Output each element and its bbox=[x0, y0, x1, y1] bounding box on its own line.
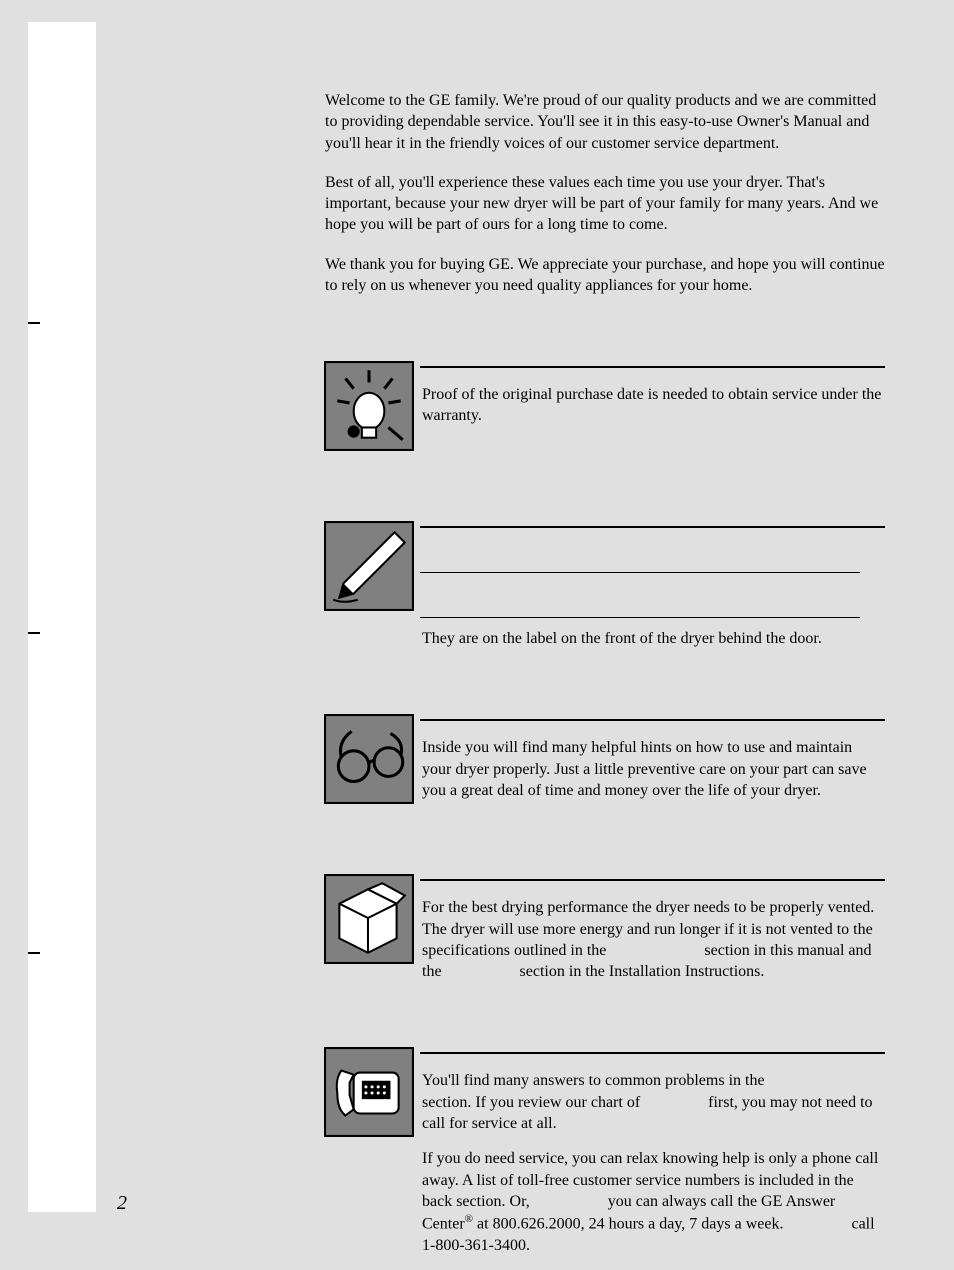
lightbulb-icon bbox=[323, 360, 415, 452]
telephone-icon bbox=[323, 1046, 415, 1138]
section-venting: For the best drying performance the drye… bbox=[325, 879, 885, 982]
main-content: Welcome to the GE family. We're proud of… bbox=[325, 90, 885, 1270]
section-rule bbox=[420, 526, 885, 528]
section-rule bbox=[420, 719, 885, 721]
section-body: Inside you will find many helpful hints … bbox=[422, 737, 885, 801]
section-body: They are on the label on the front of th… bbox=[422, 628, 885, 649]
pencil-icon bbox=[323, 520, 415, 612]
section-service: You'll find many answers to common probl… bbox=[325, 1052, 885, 1255]
section-read-manual: Inside you will find many helpful hints … bbox=[325, 719, 885, 809]
intro-paragraph: Best of all, you'll experience these val… bbox=[325, 172, 885, 236]
section-rule bbox=[420, 366, 885, 368]
section-rule bbox=[420, 1052, 885, 1054]
sidebar-tick bbox=[28, 632, 40, 634]
section-model-serial: They are on the label on the front of th… bbox=[325, 526, 885, 649]
intro-paragraph: We thank you for buying GE. We appreciat… bbox=[325, 254, 885, 297]
page-number: 2 bbox=[117, 1192, 127, 1215]
sidebar-tick bbox=[28, 952, 40, 954]
section-body: Proof of the original purchase date is n… bbox=[422, 384, 885, 427]
sidebar-strip bbox=[28, 22, 96, 1212]
section-proof-of-purchase: Proof of the original purchase date is n… bbox=[325, 366, 885, 456]
box-icon bbox=[323, 873, 415, 965]
section-body: For the best drying performance the drye… bbox=[422, 897, 885, 982]
intro-paragraph: Welcome to the GE family. We're proud of… bbox=[325, 90, 885, 154]
write-line bbox=[420, 617, 860, 618]
write-line bbox=[420, 572, 860, 573]
body-text: section in the Installation Instructions… bbox=[520, 963, 765, 980]
section-body: You'll find many answers to common probl… bbox=[422, 1070, 885, 1255]
registered-mark: ® bbox=[465, 1213, 473, 1225]
body-text: at 800.626.2000, 24 hours a day, 7 days … bbox=[473, 1215, 787, 1232]
section-rule bbox=[420, 879, 885, 881]
body-text: You'll find many answers to common probl… bbox=[422, 1072, 769, 1089]
sidebar-tick bbox=[28, 322, 40, 324]
eyeglasses-icon bbox=[323, 713, 415, 805]
body-text: section. If you review our chart of bbox=[422, 1094, 644, 1111]
